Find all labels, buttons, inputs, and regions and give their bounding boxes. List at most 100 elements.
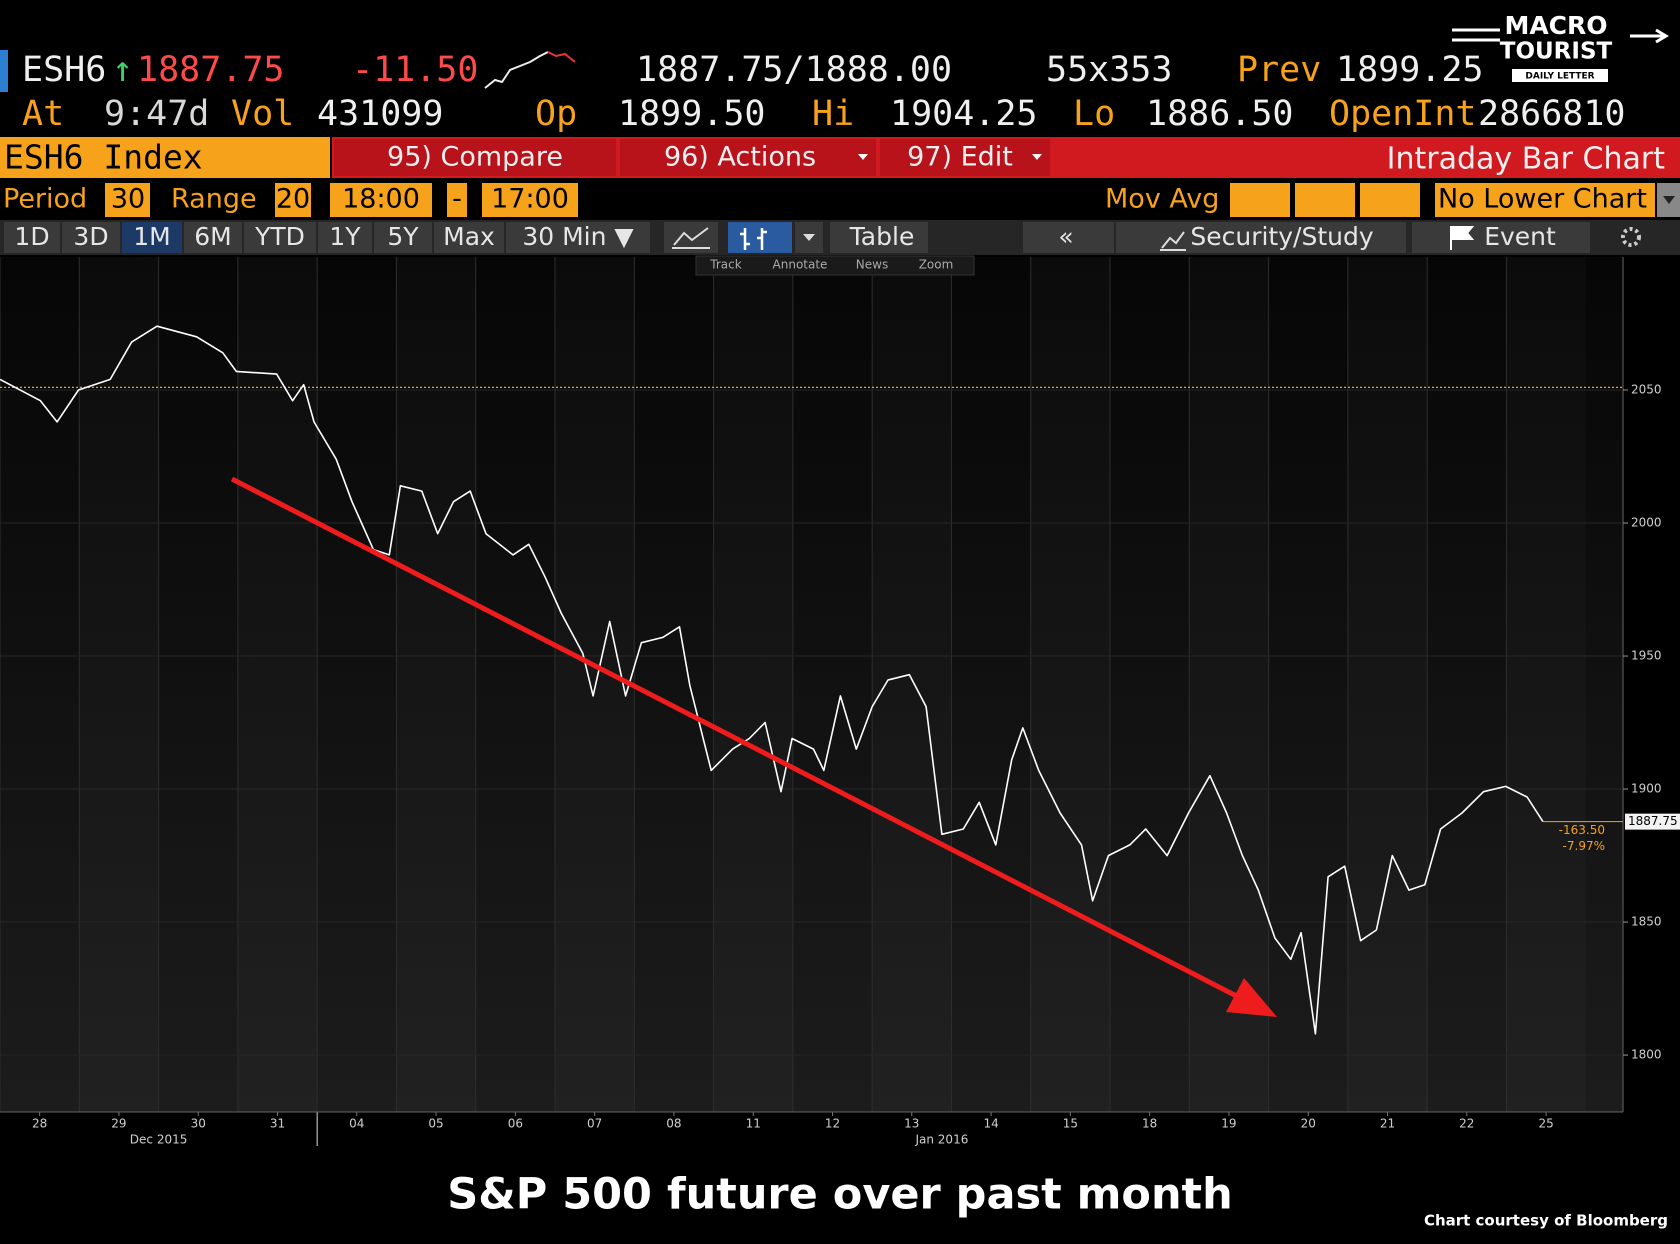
gear-icon[interactable] [1621, 227, 1641, 247]
tab-label[interactable]: Max [443, 222, 495, 251]
tab-label[interactable]: 3D [73, 222, 108, 251]
day-band [1506, 257, 1585, 1112]
input[interactable] [1230, 183, 1290, 217]
input[interactable] [482, 183, 578, 217]
tab[interactable] [318, 222, 372, 253]
vol-label: Vol [231, 94, 294, 134]
change-annotation: -7.97% [1563, 839, 1605, 853]
tab[interactable] [506, 222, 650, 253]
x-tick-label: 30 [191, 1117, 206, 1131]
line-icon [672, 227, 710, 249]
logo-ribbon [1512, 69, 1608, 82]
last-price-tag [1625, 813, 1680, 830]
x-tick-label: 08 [666, 1117, 681, 1131]
day-band [714, 257, 793, 1112]
tool-label[interactable]: « [1058, 222, 1073, 251]
tab-label[interactable]: YTD [254, 222, 305, 251]
range[interactable]: 20 [276, 184, 310, 215]
tab[interactable] [434, 222, 504, 253]
range-label: Range [171, 184, 257, 215]
tool-button[interactable] [830, 222, 928, 253]
dropdown-icon [803, 234, 815, 241]
x-tick-label: 06 [508, 1117, 523, 1131]
time: 9:47d [104, 94, 209, 134]
x-tick-label: 25 [1538, 1117, 1553, 1131]
logo: MACRO TOURIST DAILY LETTER [1452, 11, 1669, 82]
button[interactable] [334, 139, 616, 176]
input[interactable] [1295, 183, 1355, 217]
input[interactable] [1360, 183, 1420, 217]
tab[interactable] [4, 222, 60, 253]
lower-chart[interactable]: No Lower Chart [1438, 184, 1647, 215]
x-tick-label: 31 [270, 1117, 285, 1131]
arrow-head [1226, 978, 1277, 1017]
change-annotation: -163.50 [1559, 823, 1605, 837]
tab-label[interactable]: 1D [14, 222, 49, 251]
tab[interactable] [122, 222, 182, 253]
credit: Chart courtesy of Bloomberg [1424, 1212, 1668, 1230]
tab-label[interactable]: 1M [133, 222, 170, 251]
x-tick-label: 19 [1221, 1117, 1236, 1131]
y-tick-label: 2000 [1631, 516, 1662, 530]
tab[interactable] [244, 222, 316, 253]
tab-label[interactable]: 30 Min ▼ [522, 222, 634, 251]
chart-tools: Table « Security/Study Event [830, 222, 1590, 253]
end[interactable]: 17:00 [491, 184, 569, 215]
time-label: At [22, 94, 64, 134]
x-tick-label: 11 [746, 1117, 761, 1131]
tab[interactable] [62, 222, 120, 253]
button[interactable] [620, 139, 876, 176]
tab-label[interactable]: 6M [194, 222, 231, 251]
tab-label[interactable]: 5Y [387, 222, 419, 251]
x-tick-label: 21 [1380, 1117, 1395, 1131]
x-tick-label: 28 [32, 1117, 47, 1131]
period-label: Period [3, 184, 87, 215]
tool-label[interactable]: Table [849, 222, 915, 251]
security-box [0, 137, 330, 178]
mini-tool[interactable]: News [856, 258, 888, 272]
input[interactable] [330, 183, 432, 217]
high-label: Hi [812, 94, 854, 134]
mini-tool[interactable]: Annotate [773, 258, 828, 272]
logo-line2: TOURIST [1500, 39, 1613, 65]
button-label[interactable]: 97) Edit [907, 142, 1013, 173]
button-label[interactable]: 96) Actions [664, 142, 816, 173]
logo-line1: MACRO [1504, 11, 1607, 40]
input[interactable] [105, 183, 150, 217]
tab[interactable] [374, 222, 432, 253]
tool-label[interactable]: Security/Study [1190, 222, 1373, 251]
button[interactable] [880, 139, 1050, 176]
button-label[interactable]: 95) Compare [387, 142, 563, 173]
x-tick-label: 15 [1063, 1117, 1078, 1131]
bar-icon [740, 228, 767, 250]
chart: 28 29 30 31 04 05 06 07 08 11 12 13 14 15 18 19 20 21 22 25… [0, 257, 1680, 1147]
tab[interactable] [184, 222, 242, 253]
start[interactable]: 18:00 [342, 184, 420, 215]
tab-label[interactable]: 1Y [329, 222, 361, 251]
caption: S&P 500 future over past month [447, 1170, 1232, 1220]
input[interactable] [275, 183, 311, 217]
sparkline-end [547, 51, 576, 63]
last-price-label: 1887.75 [1628, 814, 1678, 828]
mini-toolbar-items: Track Annotate News Zoom [709, 258, 953, 272]
mini-tool[interactable]: Zoom [919, 258, 954, 272]
day-band [872, 257, 951, 1112]
flag-icon [1450, 226, 1475, 250]
mini-tool[interactable]: Track [709, 258, 741, 272]
size: 55x353 [1046, 50, 1172, 90]
dropdown-icon [1032, 154, 1042, 160]
dash-box [447, 183, 467, 217]
open: 1899.50 [618, 94, 766, 134]
tool-label[interactable]: Event [1484, 222, 1556, 251]
x-tick-label: 20 [1301, 1117, 1316, 1131]
view-title: Intraday Bar Chart [1387, 142, 1666, 177]
tool-button[interactable] [1023, 222, 1114, 253]
x-tick-label: 14 [983, 1117, 998, 1131]
last: 1887.75 [137, 50, 285, 90]
period[interactable]: 30 [111, 184, 145, 215]
tool-button[interactable] [1412, 222, 1590, 253]
x-tick-label: 04 [349, 1117, 364, 1131]
tool-button[interactable] [1116, 222, 1406, 253]
dropdown[interactable] [1435, 183, 1655, 217]
